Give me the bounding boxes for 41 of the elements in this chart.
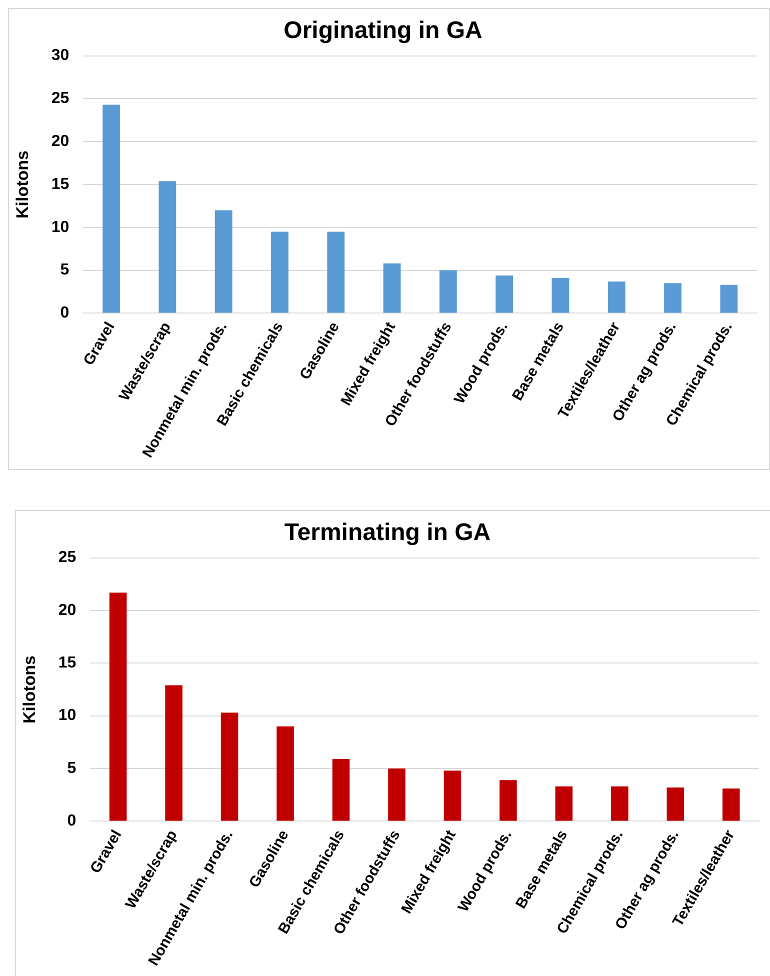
- y-tick-label: 0: [67, 812, 76, 830]
- bar: [664, 283, 682, 313]
- bar: [332, 759, 350, 821]
- y-tick-label: 15: [51, 176, 70, 193]
- y-tick-label: 10: [51, 218, 70, 236]
- bar: [722, 788, 740, 821]
- bar: [388, 768, 406, 821]
- y-tick-label: 5: [67, 760, 76, 777]
- bar: [611, 786, 628, 821]
- bar: [158, 181, 176, 313]
- bar: [555, 786, 573, 821]
- y-tick-label: 5: [60, 262, 70, 279]
- chart-title: Originating in GA: [284, 17, 482, 44]
- y-tick-label: 25: [51, 90, 70, 108]
- bar: [109, 592, 127, 821]
- bar: [444, 770, 462, 821]
- y-tick-label: 20: [51, 133, 70, 150]
- chart-title: Terminating in GA: [284, 519, 491, 546]
- bar: [102, 104, 120, 313]
- bar: [220, 712, 238, 821]
- bar: [276, 726, 294, 821]
- y-tick-label: 0: [60, 304, 70, 322]
- bar: [666, 787, 684, 821]
- bar: [439, 270, 457, 313]
- y-tick-label: 30: [51, 47, 70, 64]
- bar: [214, 210, 232, 313]
- bar: [496, 275, 514, 313]
- y-axis-title: Kilotons: [20, 656, 39, 724]
- bar: [383, 263, 401, 313]
- bar: [165, 685, 182, 821]
- bar: [271, 232, 288, 313]
- y-axis-title: Kilotons: [12, 150, 32, 218]
- bar: [552, 278, 570, 313]
- y-tick-label: 25: [58, 549, 76, 566]
- bar: [608, 281, 626, 313]
- bar: [327, 232, 345, 313]
- y-tick-label: 10: [58, 707, 76, 724]
- y-tick-label: 20: [58, 602, 76, 619]
- bar: [720, 284, 738, 313]
- bar: [500, 780, 517, 821]
- y-tick-label: 15: [58, 654, 76, 672]
